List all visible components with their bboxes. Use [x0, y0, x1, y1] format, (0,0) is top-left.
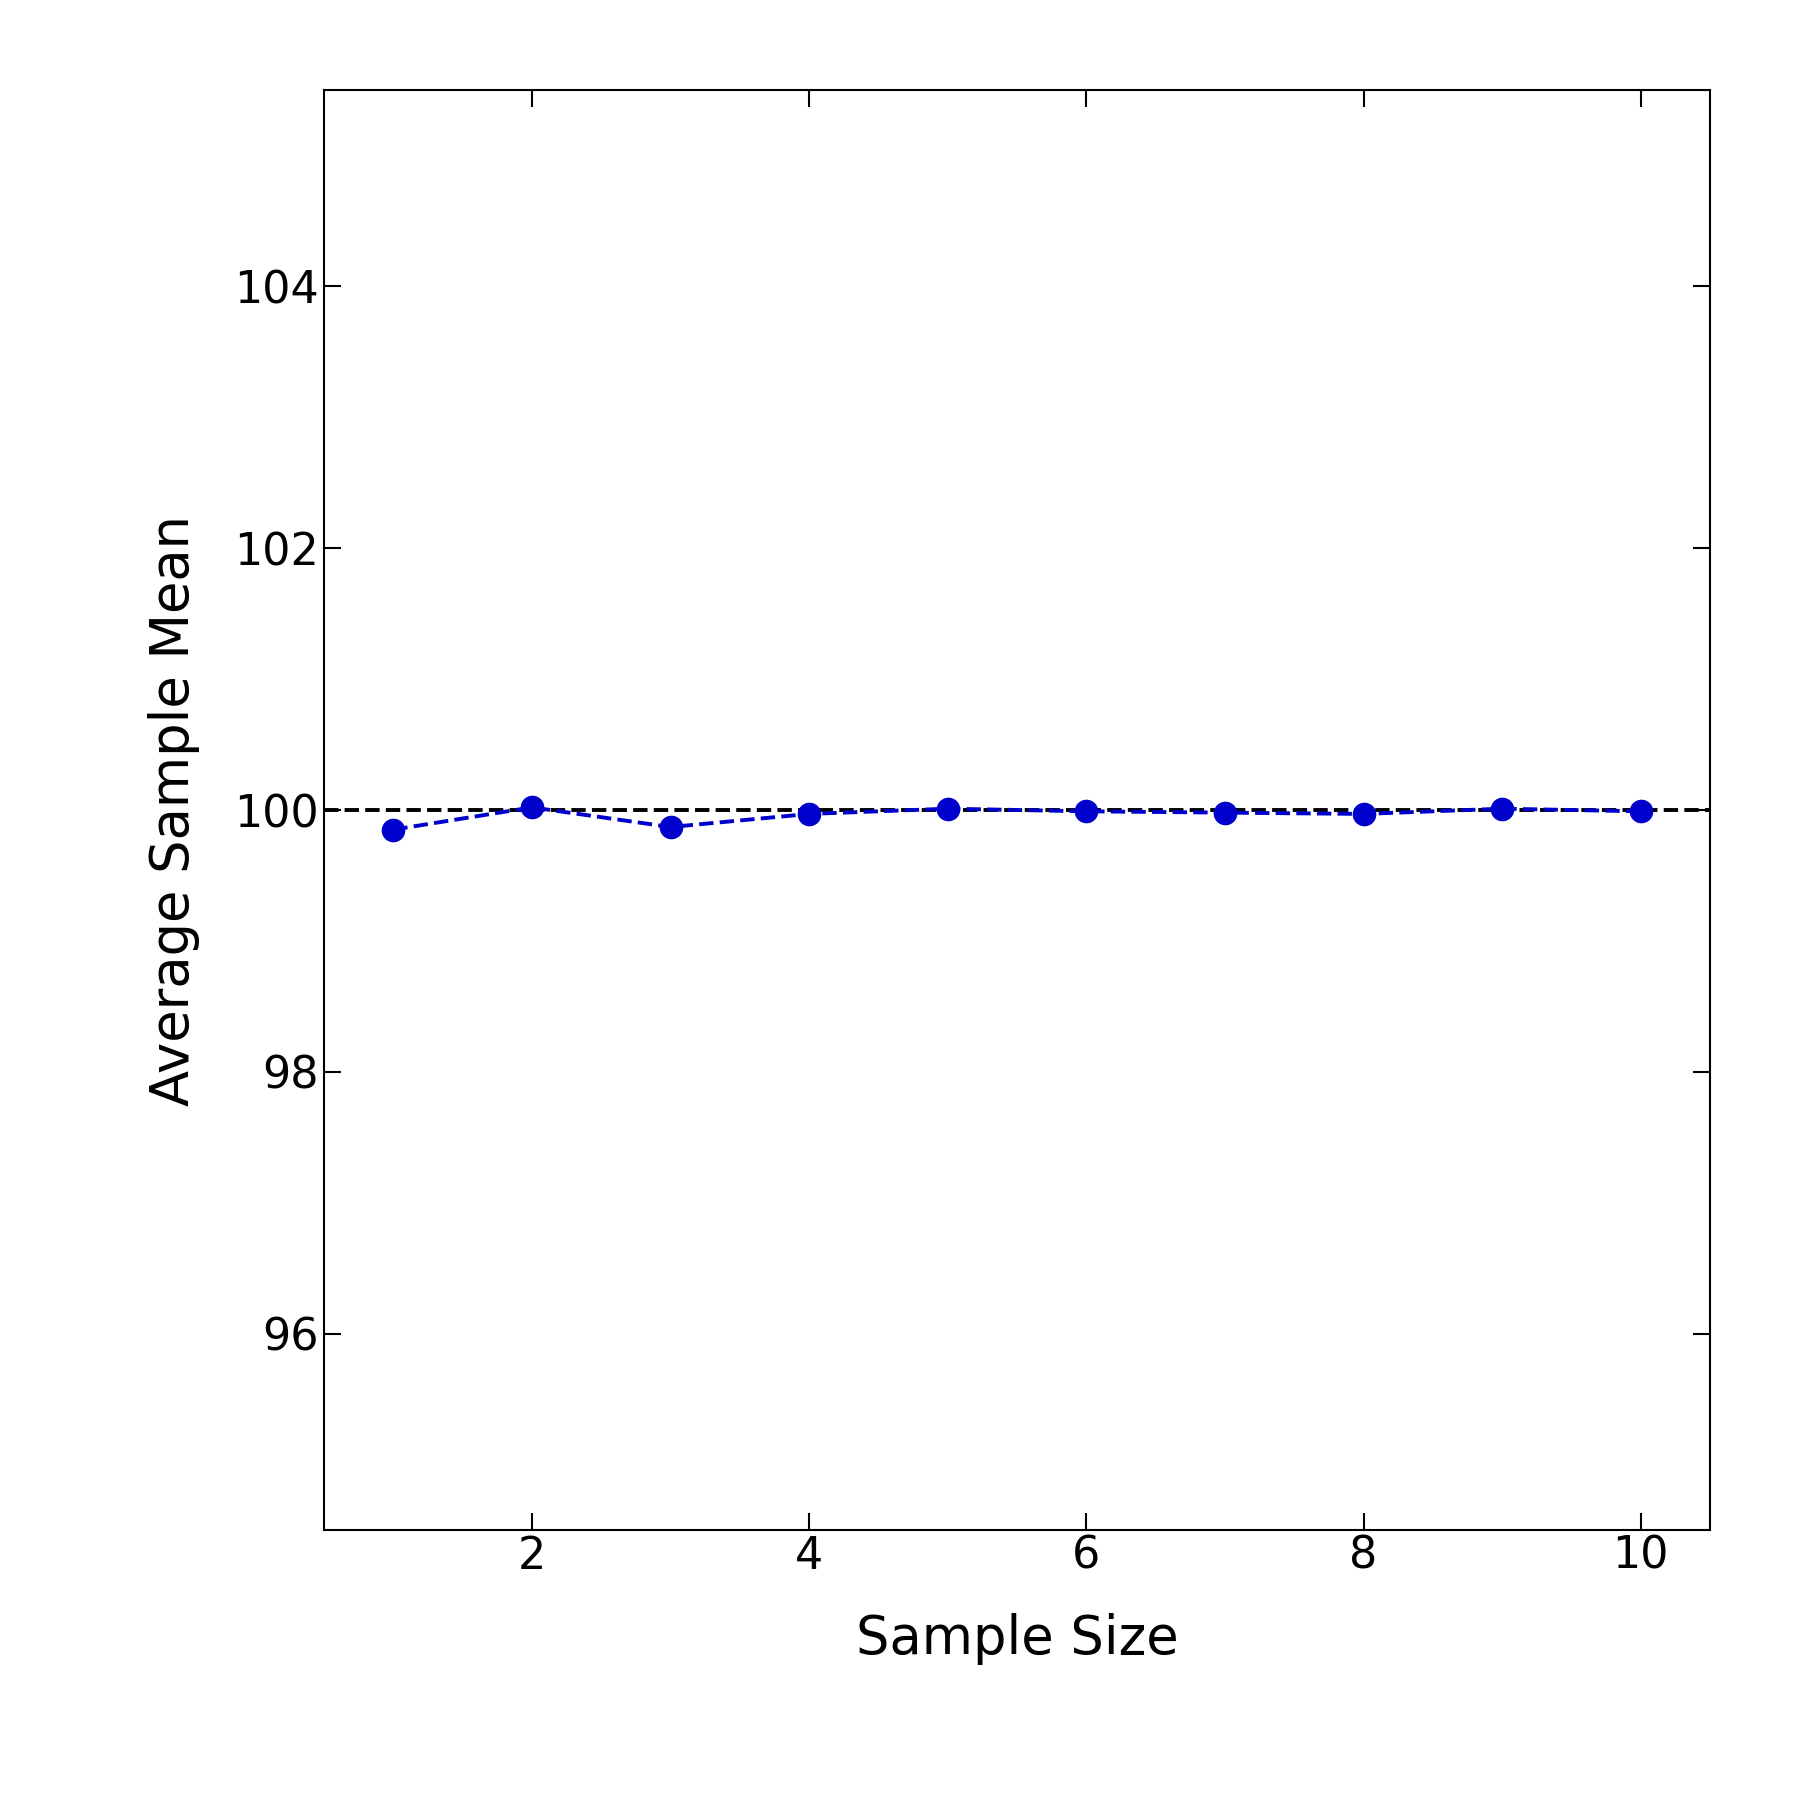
X-axis label: Sample Size: Sample Size	[855, 1613, 1179, 1665]
Y-axis label: Average Sample Mean: Average Sample Mean	[148, 515, 200, 1105]
